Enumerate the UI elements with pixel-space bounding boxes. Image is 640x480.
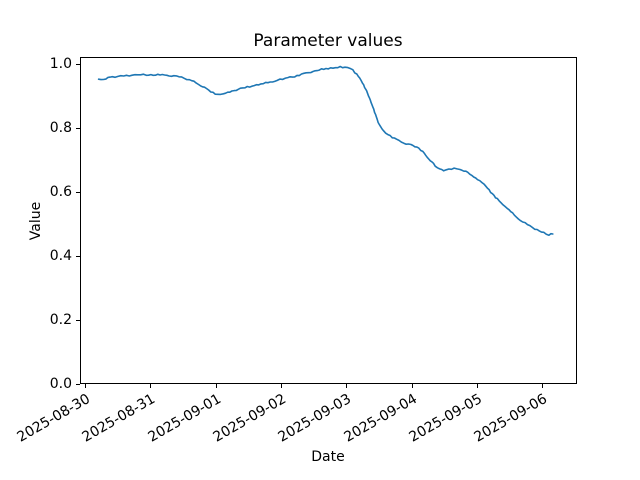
y-tick-label: 0.4 xyxy=(49,248,72,265)
chart-title: Parameter values xyxy=(253,31,403,51)
y-axis-label: Value xyxy=(28,201,44,241)
y-tick-label: 0.2 xyxy=(49,312,72,329)
y-tick-label: 1.0 xyxy=(49,56,72,73)
line-series-parameter-value xyxy=(97,65,554,236)
y-tick-label: 0.0 xyxy=(49,376,72,392)
y-tick-label: 0.8 xyxy=(49,120,72,137)
x-axis-label: Date xyxy=(311,449,345,465)
axes-spines xyxy=(80,57,577,384)
y-tick-label: 0.6 xyxy=(49,184,72,201)
